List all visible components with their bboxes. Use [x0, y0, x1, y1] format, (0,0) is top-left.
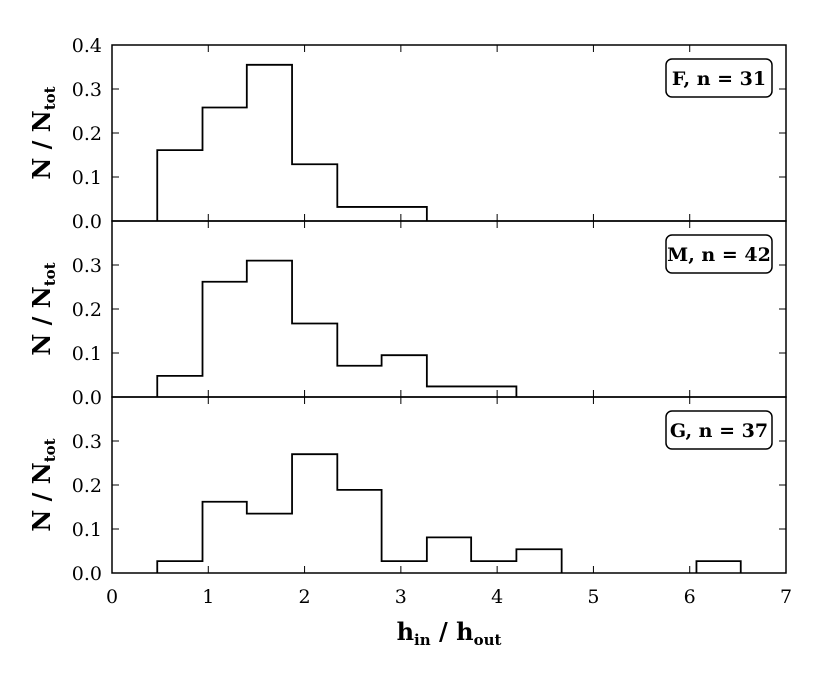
y-tick-label: 0.3 [72, 255, 102, 277]
x-tick-label: 7 [780, 586, 792, 608]
x-tick-label: 2 [299, 586, 311, 608]
legend-box [665, 234, 773, 274]
histogram-step-line [156, 63, 428, 221]
y-tick-label: 0.0 [72, 563, 102, 585]
x-tick-label: 0 [106, 586, 118, 608]
x-tick-label: 4 [491, 586, 503, 608]
x-tick-label: 3 [395, 586, 407, 608]
panel-frame [111, 396, 787, 574]
y-tick-label: 0.4 [72, 35, 102, 57]
x-tick-labels: 0 1 2 3 4 5 6 7 [106, 586, 792, 608]
y-tick-label: 0.2 [72, 123, 102, 145]
y-axis-label: N / Ntot [27, 438, 59, 531]
y-tick-label: 0.0 [72, 387, 102, 409]
legend-label: G, n = 37 [670, 420, 768, 442]
y-tick-label: 0.2 [72, 475, 102, 497]
panel-2: 0.0 0.1 0.2 0.3 N / Ntot M, n = 42 [27, 220, 787, 409]
y-tick-label: 0.1 [72, 167, 102, 189]
x-tick-label: 5 [587, 586, 599, 608]
histogram-step-line [156, 453, 742, 573]
panel-3: 0.0 0.1 0.2 0.3 N / Ntot G, n = 37 [27, 396, 787, 585]
y-axis-label: N / Ntot [27, 262, 59, 355]
panel-1: 0.0 0.1 0.2 0.3 0.4 N / Ntot F, n = 31 [27, 35, 787, 233]
y-axis-label: N / Ntot [27, 86, 59, 179]
histogram-step-line [156, 259, 518, 397]
y-tick-label: 0.1 [72, 519, 102, 541]
y-tick-label: 0.1 [72, 343, 102, 365]
legend-box [665, 58, 773, 98]
legend-label: M, n = 42 [667, 244, 771, 266]
legend-box [665, 410, 773, 450]
x-tick-label: 1 [202, 586, 214, 608]
x-tick-label: 6 [684, 586, 696, 608]
y-tick-label: 0.3 [72, 431, 102, 453]
legend-label: F, n = 31 [672, 68, 766, 90]
y-tick-label: 0.3 [72, 79, 102, 101]
y-tick-label: 0.0 [72, 211, 102, 233]
y-tick-label: 0.2 [72, 299, 102, 321]
x-axis-label: hin / hout [397, 617, 502, 649]
